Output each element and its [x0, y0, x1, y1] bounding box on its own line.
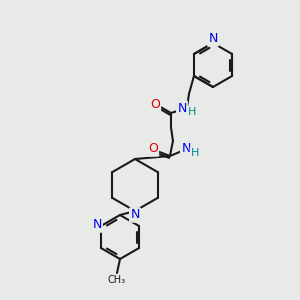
Text: N: N	[92, 218, 102, 232]
Text: H: H	[188, 107, 196, 117]
Text: N: N	[181, 142, 190, 155]
Text: N: N	[208, 32, 218, 46]
Text: H: H	[191, 148, 199, 158]
Text: N: N	[177, 101, 187, 115]
Text: O: O	[148, 142, 158, 155]
Text: N: N	[130, 208, 140, 221]
Text: CH₃: CH₃	[108, 275, 126, 285]
Text: O: O	[150, 98, 160, 110]
